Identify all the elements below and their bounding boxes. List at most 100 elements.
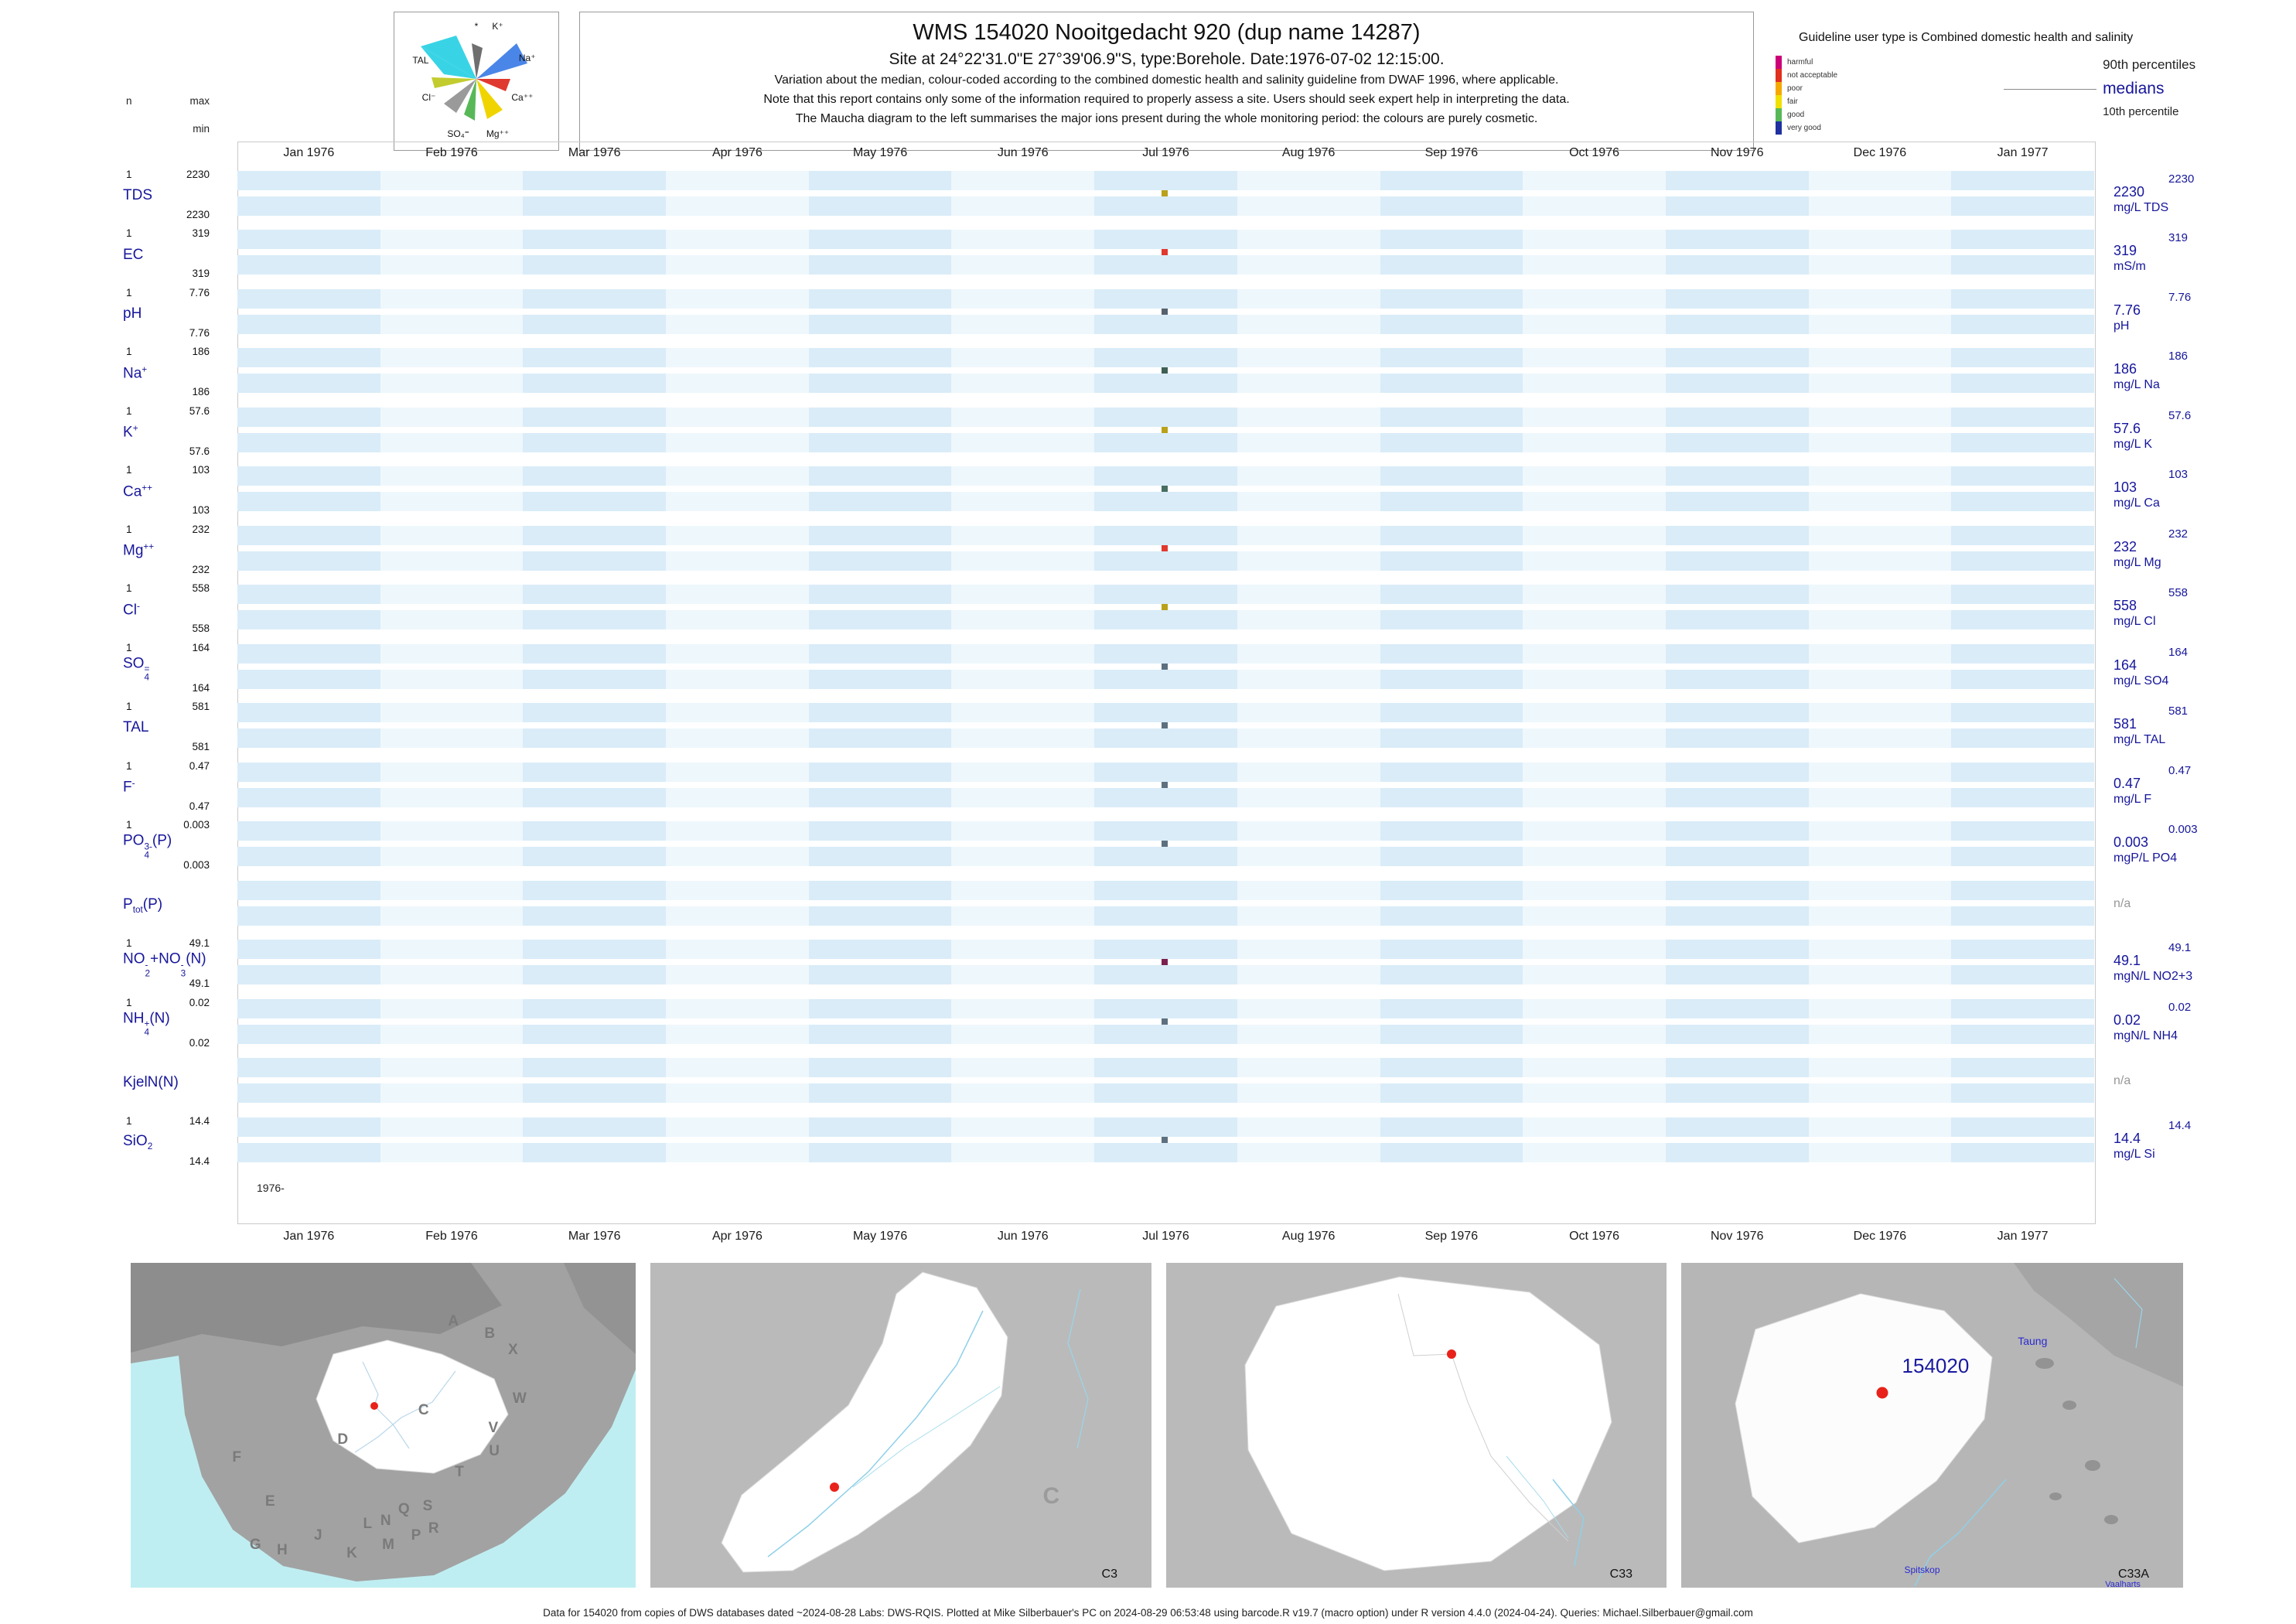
label-text: P — [123, 896, 133, 913]
label-text: F — [123, 779, 132, 796]
month-column — [1094, 940, 1237, 960]
month-column — [1380, 348, 1523, 368]
month-column — [808, 965, 952, 985]
band-stripe — [237, 525, 2094, 545]
month-column — [523, 940, 667, 960]
month-column — [666, 880, 809, 900]
month-column — [951, 255, 1095, 275]
median-value: 0.003 — [2113, 834, 2149, 851]
month-column — [1237, 1058, 1380, 1078]
month-column — [380, 643, 524, 664]
guideline-color-harmful — [1776, 56, 1782, 69]
month-column — [380, 255, 524, 275]
p90-legend-label: 90th percentiles — [2103, 57, 2196, 72]
month-column — [1951, 643, 2094, 664]
month-column — [951, 880, 1095, 900]
month-column — [1808, 880, 1952, 900]
region-letter-label: C — [1042, 1483, 1060, 1510]
band-stripe — [237, 407, 2094, 427]
month-column — [951, 703, 1095, 723]
month-column — [666, 432, 809, 452]
month-column — [1808, 728, 1952, 749]
month-column — [1523, 787, 1666, 807]
month-column — [1808, 669, 1952, 689]
month-column — [237, 1024, 380, 1044]
month-column — [1237, 880, 1380, 900]
drainage-letter-E: E — [264, 1493, 275, 1510]
month-column — [1808, 762, 1952, 782]
label-sup: ++ — [143, 541, 155, 552]
param-row-PO4P: PO 3- 4 (P) 1 0.003 0.003 0.003 0.003 mgP/L PO4 — [0, 817, 2296, 875]
month-column — [237, 940, 380, 960]
month-column — [1380, 432, 1523, 452]
max-value: 232 — [192, 523, 210, 535]
drainage-letter-M: M — [382, 1536, 394, 1553]
month-column — [237, 703, 380, 723]
month-column — [1237, 821, 1380, 841]
month-column — [1380, 1117, 1523, 1137]
month-label: Jul 1976 — [1142, 146, 1189, 159]
label-text: K — [123, 424, 133, 441]
month-column — [523, 432, 667, 452]
month-column — [1808, 432, 1952, 452]
month-column — [1237, 525, 1380, 545]
label-sup: - — [136, 600, 140, 611]
month-column — [808, 196, 952, 216]
month-column — [1951, 998, 2094, 1018]
month-column — [1665, 196, 1809, 216]
month-column — [666, 669, 809, 689]
month-column — [1380, 585, 1523, 605]
month-column — [1237, 171, 1380, 190]
label-text: SiO — [123, 1132, 148, 1149]
month-column — [666, 196, 809, 216]
month-column — [951, 1083, 1095, 1104]
month-column — [237, 466, 380, 486]
month-band — [237, 821, 2094, 867]
band-stripe — [237, 196, 2094, 216]
month-column — [808, 669, 952, 689]
month-band — [237, 880, 2094, 926]
month-column — [1951, 906, 2094, 926]
month-column — [1380, 703, 1523, 723]
median-value: 319 — [2113, 243, 2137, 259]
month-column — [1665, 171, 1809, 190]
month-column — [237, 288, 380, 309]
month-column — [380, 171, 524, 190]
month-column — [808, 407, 952, 427]
town-label-Spitskop: Spitskop — [1904, 1564, 1940, 1575]
sample-point — [1162, 604, 1168, 611]
median-value: 57.6 — [2113, 420, 2141, 436]
guideline-class-label: harmful — [1787, 58, 1813, 67]
month-column — [808, 787, 952, 807]
units-label: mg/L K — [2113, 437, 2153, 451]
month-column — [1951, 787, 2094, 807]
band-stripe — [237, 610, 2094, 630]
month-band — [237, 525, 2094, 571]
month-column — [1094, 374, 1237, 394]
month-column — [1380, 551, 1523, 571]
month-column — [1665, 643, 1809, 664]
month-column — [1380, 669, 1523, 689]
sample-point — [1162, 959, 1168, 966]
p90-value: 0.02 — [2168, 1000, 2192, 1014]
min-value: 7.76 — [189, 326, 210, 339]
param-label: NH +4 (N) — [123, 1010, 170, 1037]
param-label: EC — [123, 247, 143, 264]
month-column — [808, 432, 952, 452]
month-column — [951, 965, 1095, 985]
month-column — [237, 230, 380, 250]
month-column — [1237, 551, 1380, 571]
month-column — [666, 407, 809, 427]
month-label: Jul 1976 — [1142, 1230, 1189, 1243]
month-column — [1665, 585, 1809, 605]
units-label: mS/m — [2113, 260, 2146, 274]
band-stripe — [237, 230, 2094, 250]
p90-value: 57.6 — [2168, 408, 2192, 422]
month-column — [1523, 762, 1666, 782]
month-column — [1951, 374, 2094, 394]
town-label-Vaalharts: Vaalharts — [2105, 1579, 2141, 1588]
month-column — [951, 847, 1095, 867]
units-label: mg/L Si — [2113, 1147, 2155, 1161]
